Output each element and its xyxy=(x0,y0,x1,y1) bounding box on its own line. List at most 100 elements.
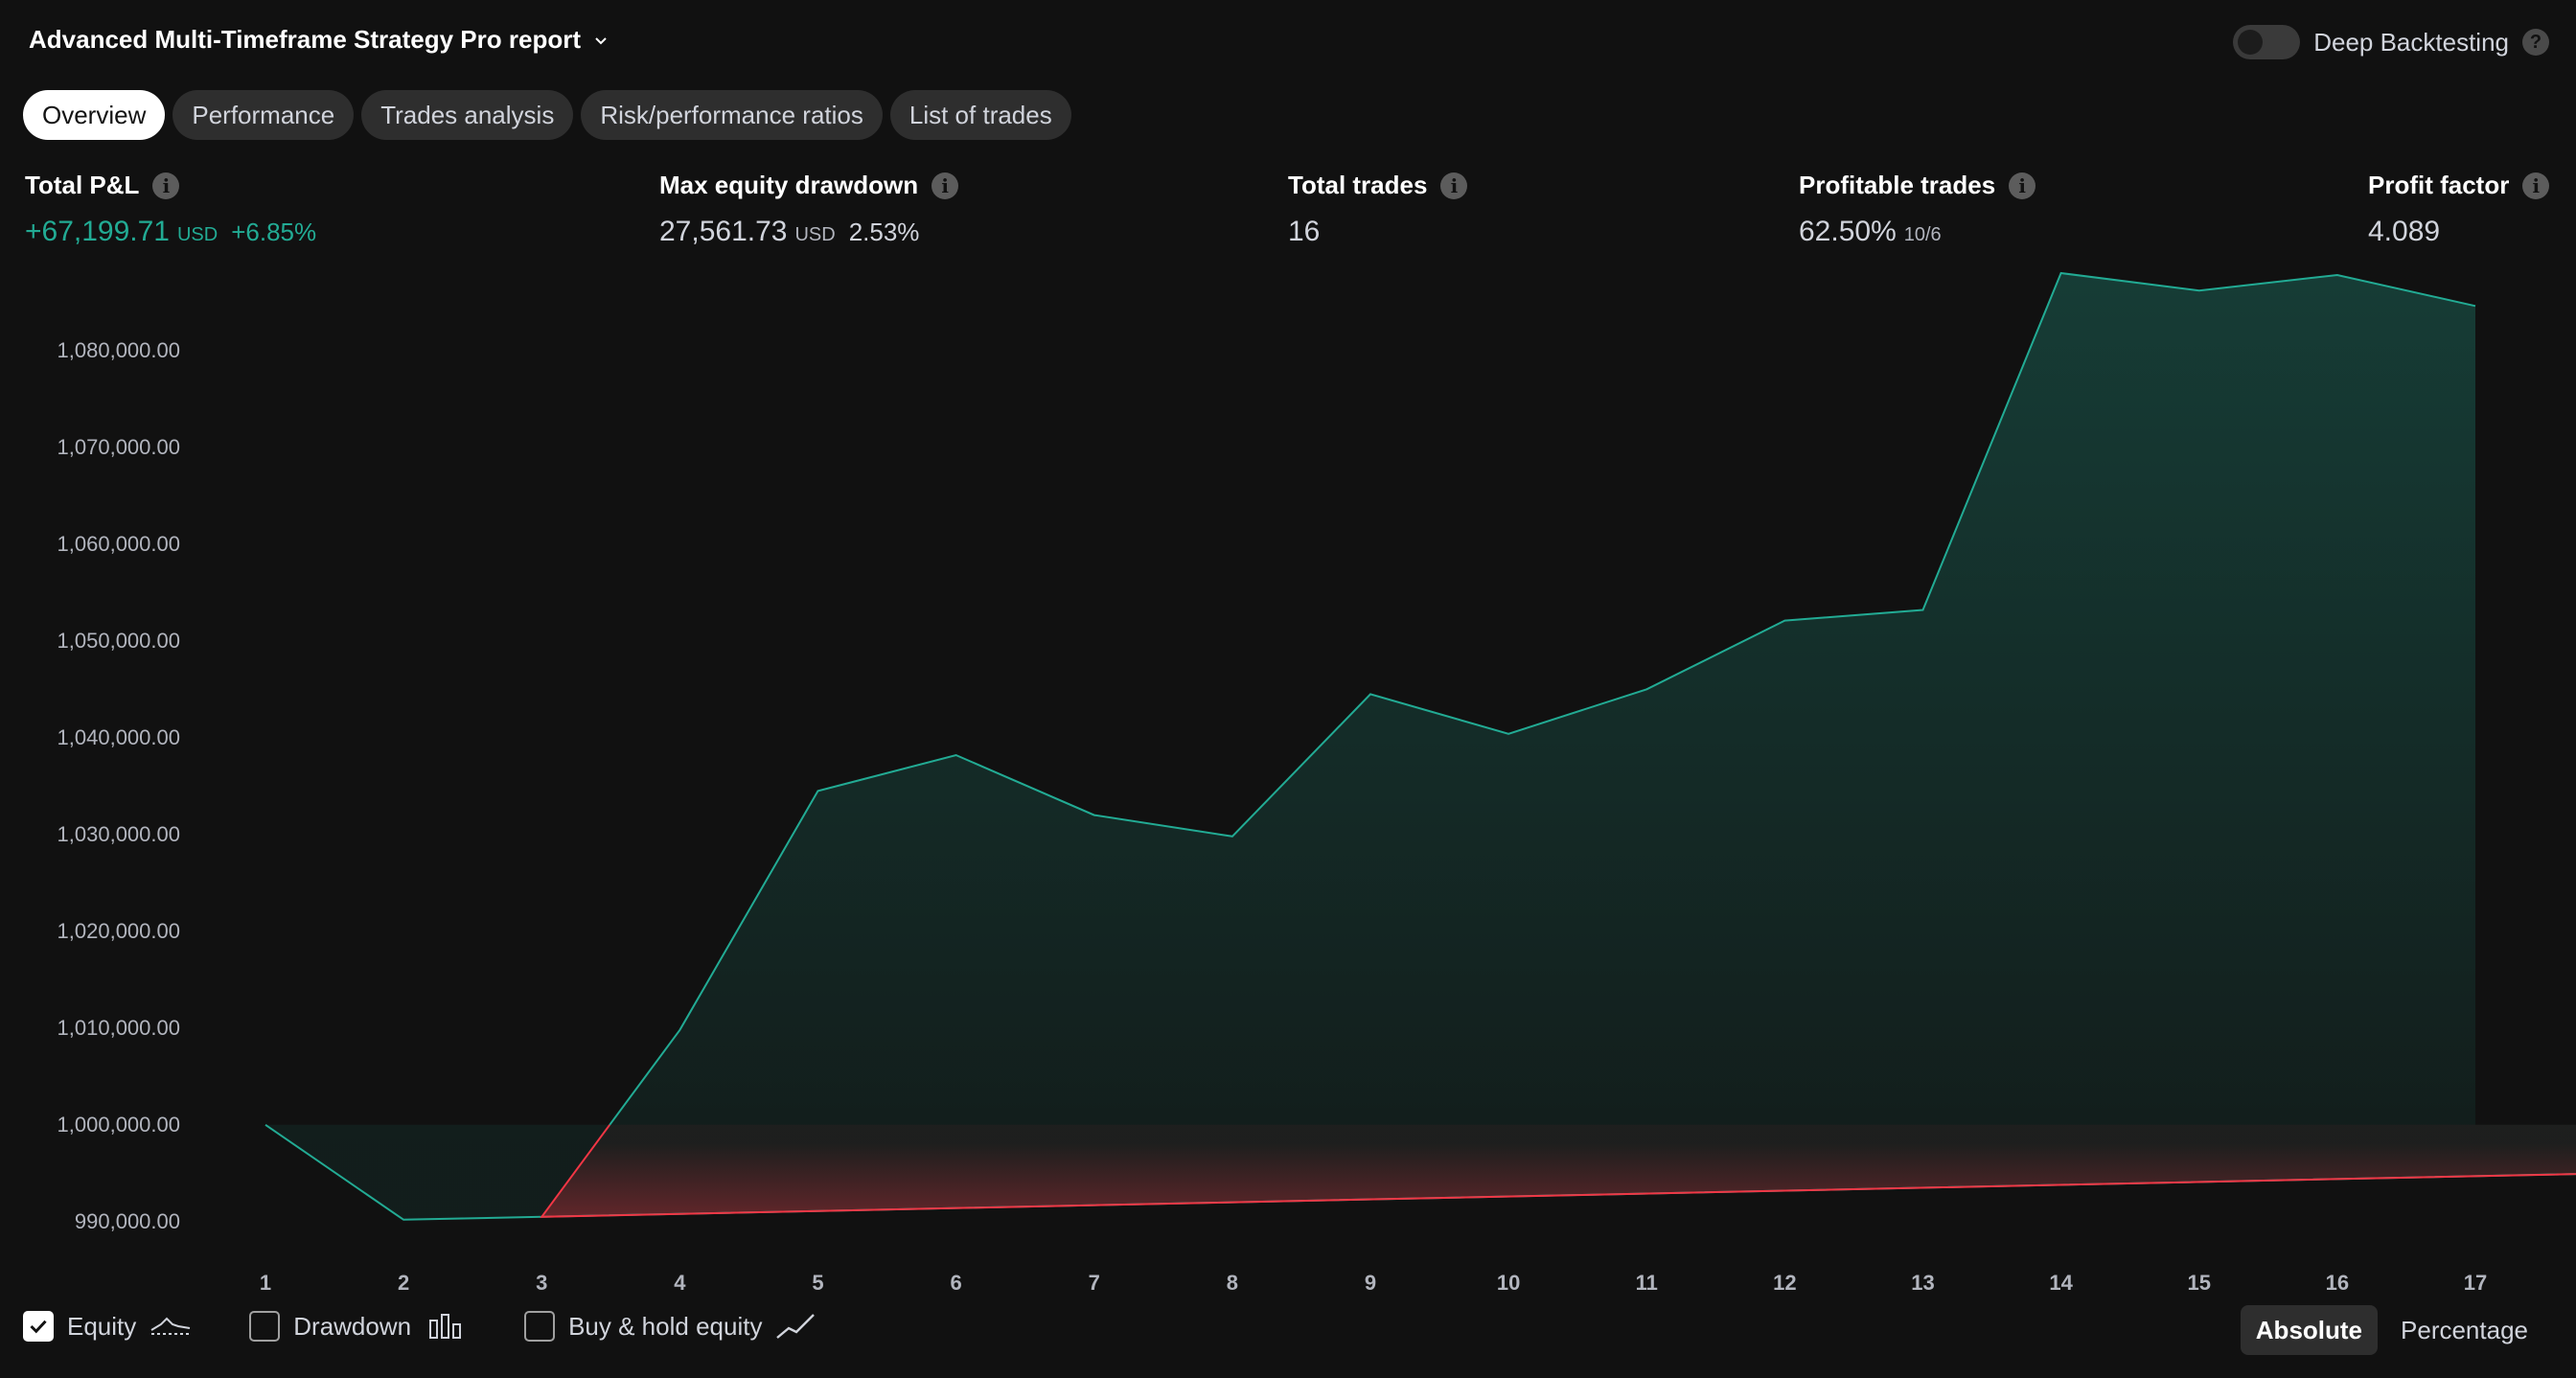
x-tick-label: 3 xyxy=(536,1271,548,1295)
legend-equity[interactable]: Equity xyxy=(23,1311,192,1342)
equity-point xyxy=(401,1217,406,1223)
check-icon xyxy=(30,1320,47,1334)
equity-checkbox[interactable] xyxy=(23,1311,54,1342)
drawdown-checkbox[interactable] xyxy=(249,1311,281,1342)
buy-hold-checkbox[interactable] xyxy=(524,1311,556,1342)
x-tick-label: 2 xyxy=(398,1271,410,1295)
equity-point xyxy=(1644,686,1649,692)
x-tick-label: 16 xyxy=(2325,1271,2350,1295)
x-tick-label: 8 xyxy=(1226,1271,1238,1295)
tab-list-of-trades[interactable]: List of trades xyxy=(889,90,1071,140)
y-tick-label: 1,060,000.00 xyxy=(57,531,180,556)
equity-point xyxy=(1368,691,1373,697)
equity-point xyxy=(2334,272,2340,278)
absolute-button[interactable]: Absolute xyxy=(2240,1305,2379,1355)
max-drawdown-percent: 2.53% xyxy=(848,218,920,246)
x-tick-label: 7 xyxy=(1088,1271,1100,1295)
legend-buy-hold-label: Buy & hold equity xyxy=(568,1311,763,1341)
deep-backtesting-toggle[interactable] xyxy=(2233,25,2301,59)
scale-mode-switch: Absolute Percentage xyxy=(2240,1305,2543,1355)
legend-drawdown[interactable]: Drawdown xyxy=(249,1311,467,1342)
info-icon[interactable]: i xyxy=(2009,172,2036,199)
y-tick-label: 1,050,000.00 xyxy=(57,628,180,653)
equity-point xyxy=(2058,270,2064,276)
equity-point xyxy=(2472,303,2478,309)
x-tick-label: 12 xyxy=(1773,1271,1797,1295)
chart-legend: Equity Drawdown Buy & hold equity xyxy=(23,1311,817,1342)
equity-line-positive xyxy=(264,1123,2576,1221)
equity-point xyxy=(2196,287,2202,293)
tab-risk-performance-ratios[interactable]: Risk/performance ratios xyxy=(581,90,883,140)
deep-backtesting: Deep Backtesting ? xyxy=(2233,25,2549,59)
y-tick-label: 990,000.00 xyxy=(74,1208,180,1233)
tab-performance[interactable]: Performance xyxy=(172,90,355,140)
legend-drawdown-label: Drawdown xyxy=(293,1311,412,1341)
equity-point xyxy=(1920,607,1926,612)
metric-max-drawdown: Max equity drawdown i 27,561.73 USD 2.53% xyxy=(659,171,959,248)
max-drawdown-value: 27,561.73 xyxy=(659,216,788,247)
profitable-trades-ratio: 10/6 xyxy=(1903,224,1942,245)
info-icon[interactable]: i xyxy=(1440,172,1468,199)
x-tick-label: 1 xyxy=(259,1271,272,1295)
equity-point xyxy=(263,1122,268,1128)
metric-profitable-trades: Profitable trades i 62.50% 10/6 xyxy=(1799,171,2036,248)
percentage-button[interactable]: Percentage xyxy=(2401,1315,2528,1344)
total-trades-value: 16 xyxy=(1288,216,1321,247)
profit-factor-value: 4.089 xyxy=(2368,216,2441,247)
y-tick-label: 1,000,000.00 xyxy=(57,1112,180,1137)
equity-point xyxy=(954,752,959,758)
x-tick-label: 5 xyxy=(812,1271,824,1295)
metric-total-trades: Total trades i 16 xyxy=(1288,171,1468,248)
equity-point xyxy=(816,788,821,793)
chevron-down-icon xyxy=(595,36,607,44)
equity-point xyxy=(1782,618,1787,624)
x-tick-label: 9 xyxy=(1364,1271,1377,1295)
max-drawdown-unit: USD xyxy=(794,224,836,245)
y-tick-label: 1,030,000.00 xyxy=(57,821,180,846)
tab-overview[interactable]: Overview xyxy=(23,90,166,140)
total-pnl-value: +67,199.71 xyxy=(25,216,170,247)
equity-line-negative xyxy=(540,1124,2576,1218)
report-title-text: Advanced Multi-Timeframe Strategy Pro re… xyxy=(29,25,581,54)
info-icon[interactable]: i xyxy=(2522,172,2550,199)
buy-hold-line-icon xyxy=(776,1314,816,1339)
metric-label: Total trades xyxy=(1288,171,1428,199)
metric-label: Total P&L xyxy=(25,171,140,199)
equity-line-positive xyxy=(609,271,2476,1126)
y-tick-label: 1,070,000.00 xyxy=(57,434,180,459)
equity-point xyxy=(539,1214,544,1220)
equity-point xyxy=(1092,813,1097,818)
x-tick-label: 10 xyxy=(1496,1271,1521,1295)
equity-point xyxy=(1506,731,1511,737)
help-icon[interactable]: ? xyxy=(2522,29,2549,56)
info-icon[interactable]: i xyxy=(152,172,180,199)
deep-backtesting-label: Deep Backtesting xyxy=(2313,27,2509,57)
drawdown-bars-icon xyxy=(429,1314,462,1339)
x-tick-label: 17 xyxy=(2463,1271,2488,1295)
y-tick-label: 1,020,000.00 xyxy=(57,918,180,943)
equity-point xyxy=(1230,834,1235,839)
metric-total-pnl: Total P&L i +67,199.71 USD +6.85% xyxy=(25,171,316,248)
total-pnl-percent: +6.85% xyxy=(231,218,317,246)
x-tick-label: 14 xyxy=(2049,1271,2073,1295)
x-tick-label: 6 xyxy=(950,1271,962,1295)
total-pnl-unit: USD xyxy=(176,224,218,245)
legend-equity-label: Equity xyxy=(67,1311,137,1341)
y-tick-label: 1,080,000.00 xyxy=(57,337,180,362)
equity-point xyxy=(677,1027,682,1033)
x-tick-label: 11 xyxy=(1635,1271,1658,1295)
equity-area-negative xyxy=(541,1124,2576,1217)
legend-buy-hold[interactable]: Buy & hold equity xyxy=(524,1311,817,1342)
report-tabs: Overview Performance Trades analysis Ris… xyxy=(23,90,1071,140)
y-tick-label: 1,010,000.00 xyxy=(57,1015,180,1040)
metric-profit-factor: Profit factor i 4.089 xyxy=(2368,171,2550,248)
x-tick-label: 4 xyxy=(674,1271,686,1295)
x-tick-label: 13 xyxy=(1911,1271,1935,1295)
metric-label: Max equity drawdown xyxy=(659,171,919,199)
report-title[interactable]: Advanced Multi-Timeframe Strategy Pro re… xyxy=(29,25,610,55)
tab-trades-analysis[interactable]: Trades analysis xyxy=(361,90,574,140)
y-tick-label: 1,040,000.00 xyxy=(57,724,180,749)
info-icon[interactable]: i xyxy=(932,172,959,199)
metric-label: Profitable trades xyxy=(1799,171,1996,199)
